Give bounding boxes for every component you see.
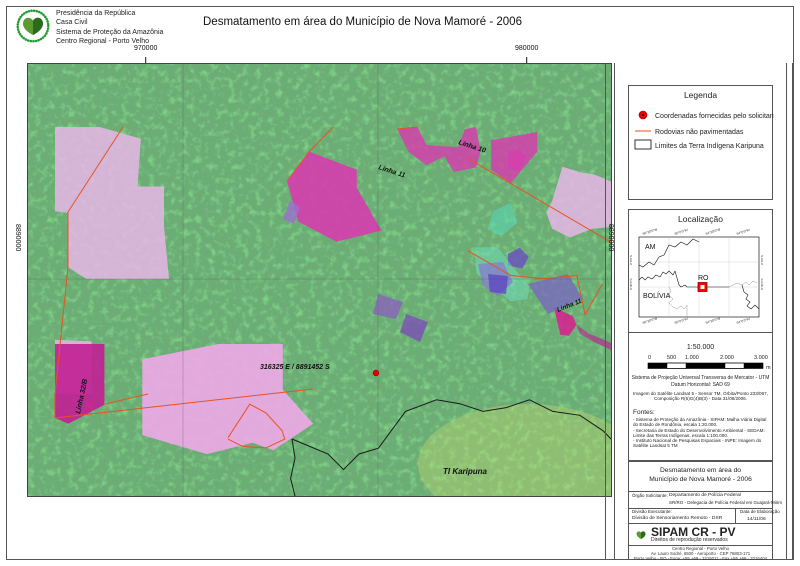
svg-text:65°0'0"W: 65°0'0"W — [674, 317, 689, 325]
svg-text:9°0'0"S: 9°0'0"S — [760, 255, 764, 265]
svg-text:64°30'0"W: 64°30'0"W — [705, 316, 722, 325]
svg-text:m: m — [766, 365, 771, 371]
svg-text:66°30'0"W: 66°30'0"W — [642, 227, 659, 236]
svg-text:500: 500 — [667, 355, 676, 361]
svg-text:1.000: 1.000 — [685, 355, 699, 361]
svg-text:Limites da Terra Indígena Kari: Limites da Terra Indígena Karipuna — [655, 143, 764, 150]
svg-text:0: 0 — [648, 355, 651, 361]
svg-text:66°30'0"W: 66°30'0"W — [642, 316, 659, 325]
svg-text:AM: AM — [645, 244, 656, 251]
svg-text:Rodovias não pavimentadas: Rodovias não pavimentadas — [655, 129, 744, 136]
svg-text:64°30'0"W: 64°30'0"W — [705, 227, 722, 236]
svg-text:3.000: 3.000 — [754, 355, 768, 361]
svg-text:64°0'0"W: 64°0'0"W — [736, 228, 751, 236]
svg-text:BOLÍVIA: BOLÍVIA — [643, 291, 671, 300]
svg-text:Coordenadas fornecidas pelo so: Coordenadas fornecidas pelo solicitante — [655, 113, 774, 120]
svg-text:9°0'0"S: 9°0'0"S — [629, 255, 633, 265]
svg-text:9°30'0"S: 9°30'0"S — [760, 278, 764, 290]
svg-text:9°30'0"S: 9°30'0"S — [629, 278, 633, 290]
svg-text:RO: RO — [698, 275, 709, 282]
svg-text:65°0'0"W: 65°0'0"W — [674, 228, 689, 236]
svg-text:2.000: 2.000 — [720, 355, 734, 361]
svg-text:64°0'0"W: 64°0'0"W — [736, 317, 751, 325]
